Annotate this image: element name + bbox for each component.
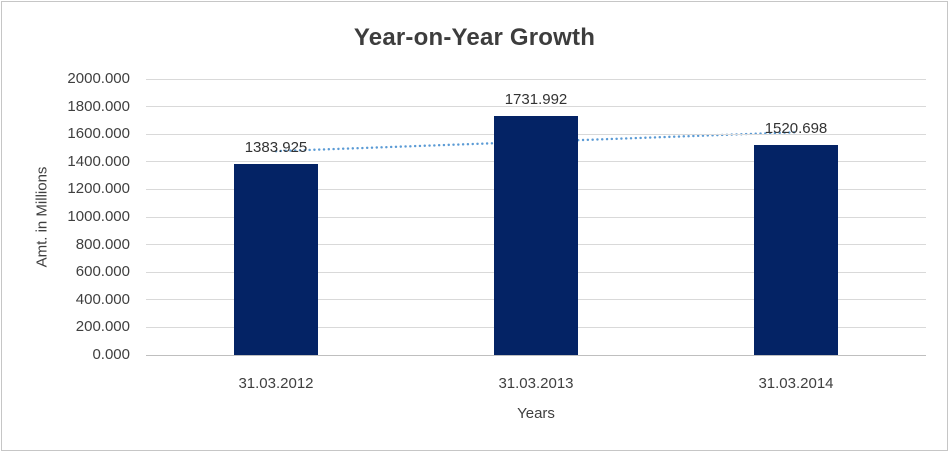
- bar-31.03.2013: [494, 115, 578, 355]
- x-axis-line: [146, 354, 926, 356]
- gridline: [146, 78, 926, 80]
- y-tick-label: 1200.000: [67, 180, 130, 198]
- y-tick-label: 0.000: [92, 346, 130, 363]
- y-tick-label: 1400.000: [67, 152, 130, 170]
- gridline: [146, 106, 926, 108]
- data-label: 1383.925: [244, 139, 308, 157]
- y-tick-label: 600.000: [75, 263, 130, 281]
- y-tick-label: 800.000: [75, 235, 130, 253]
- y-tick-label: 2000.000: [67, 70, 130, 87]
- bar-31.03.2014: [754, 145, 838, 355]
- chart-title: Year-on-Year Growth: [353, 24, 596, 51]
- x-tick-label: 31.03.2012: [238, 375, 314, 392]
- data-label: 1731.992: [504, 90, 568, 108]
- y-tick-label: 200.000: [75, 318, 130, 336]
- y-tick-label: 1800.000: [67, 97, 130, 115]
- y-tick-label: 400.000: [75, 290, 130, 308]
- bar-31.03.2012: [234, 164, 318, 355]
- x-tick-label: 31.03.2014: [758, 375, 834, 392]
- y-tick-label: 1600.000: [67, 125, 130, 143]
- data-label: 1520.698: [764, 120, 828, 138]
- x-tick-label: 31.03.2013: [498, 375, 574, 392]
- x-axis-title: Years: [517, 405, 555, 422]
- y-tick-label: 1000.000: [67, 208, 130, 225]
